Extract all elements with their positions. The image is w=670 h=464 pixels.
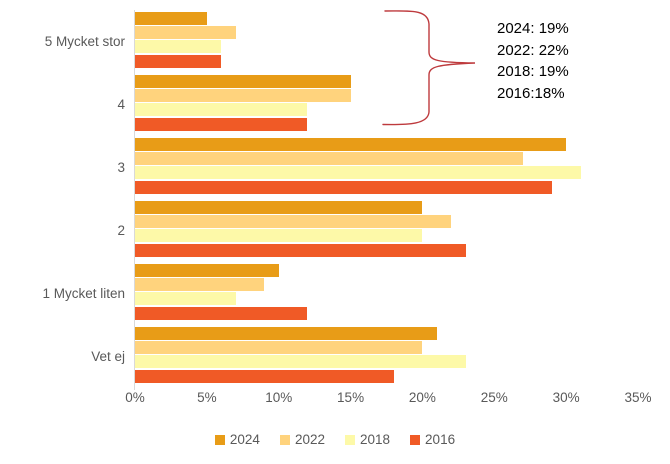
- x-tick-label: 25%: [480, 390, 508, 405]
- bar-2016-1: [135, 54, 222, 68]
- bar-2022-2: [135, 89, 351, 103]
- bar-2022-6: [135, 341, 423, 355]
- bar-2016-4: [135, 243, 466, 257]
- x-tick-label: 10%: [265, 390, 293, 405]
- legend-item-2022: 2022: [279, 432, 325, 447]
- annotation-line: 2016:18%: [497, 84, 565, 102]
- category-label: 3: [117, 160, 125, 175]
- x-tick-label: 0%: [125, 390, 145, 405]
- bar-2022-5: [135, 278, 265, 292]
- x-tick-label: 15%: [337, 390, 365, 405]
- category-label: 2: [117, 223, 125, 238]
- legend-item-2024: 2024: [214, 432, 260, 447]
- annotation-line: 2022: 22%: [497, 41, 569, 59]
- legend-label: 2016: [425, 432, 456, 447]
- bar-2018-4: [135, 229, 423, 243]
- bar-2022-3: [135, 152, 524, 166]
- bar-2018-6: [135, 355, 466, 369]
- legend: 2024 2022 2018 2016: [0, 432, 670, 447]
- bar-2016-6: [135, 369, 394, 383]
- bar-2018-3: [135, 166, 581, 180]
- annotation-line: 2024: 19%: [497, 20, 569, 37]
- x-tick-label: 5%: [197, 390, 217, 405]
- category-label: 1 Mycket liten: [42, 286, 125, 301]
- legend-item-2018: 2018: [345, 432, 390, 447]
- bar-2024-5: [135, 264, 279, 277]
- category-label: 4: [117, 97, 125, 112]
- bar-2016-2: [135, 117, 308, 131]
- bar-2024-6: [135, 327, 437, 340]
- legend-swatch-icon: [279, 434, 290, 445]
- legend-swatch-icon: [214, 434, 225, 445]
- annotation-text: 2024: 19% 2022: 22% 2018: 19% 2016:18%: [497, 18, 569, 104]
- bar-2016-3: [135, 180, 552, 194]
- bar-2018-2: [135, 103, 308, 117]
- x-tick-label: 20%: [408, 390, 436, 405]
- plot-area: [135, 10, 638, 388]
- y-axis-line: [134, 10, 135, 390]
- bar-2018-1: [135, 40, 222, 54]
- bar-2022-4: [135, 215, 452, 229]
- legend-item-2016: 2016: [410, 432, 455, 447]
- category-label: 5 Mycket stor: [44, 34, 125, 49]
- x-tick-label: 35%: [624, 390, 652, 405]
- bar-2016-5: [135, 306, 308, 320]
- bar-2024-1: [135, 12, 207, 25]
- legend-label: 2024: [229, 432, 260, 447]
- legend-swatch-icon: [410, 434, 421, 445]
- legend-swatch-icon: [345, 434, 355, 445]
- annotation-line: 2018: 19%: [497, 63, 569, 80]
- x-tick-label: 30%: [552, 390, 580, 405]
- bar-2022-1: [135, 26, 236, 40]
- legend-label: 2022: [294, 432, 325, 447]
- bar-2024-3: [135, 138, 567, 151]
- category-label: Vet ej: [91, 349, 125, 364]
- bar-2018-5: [135, 292, 236, 306]
- legend-label: 2018: [360, 432, 391, 447]
- bar-2024-4: [135, 201, 423, 214]
- bar-2024-2: [135, 75, 351, 88]
